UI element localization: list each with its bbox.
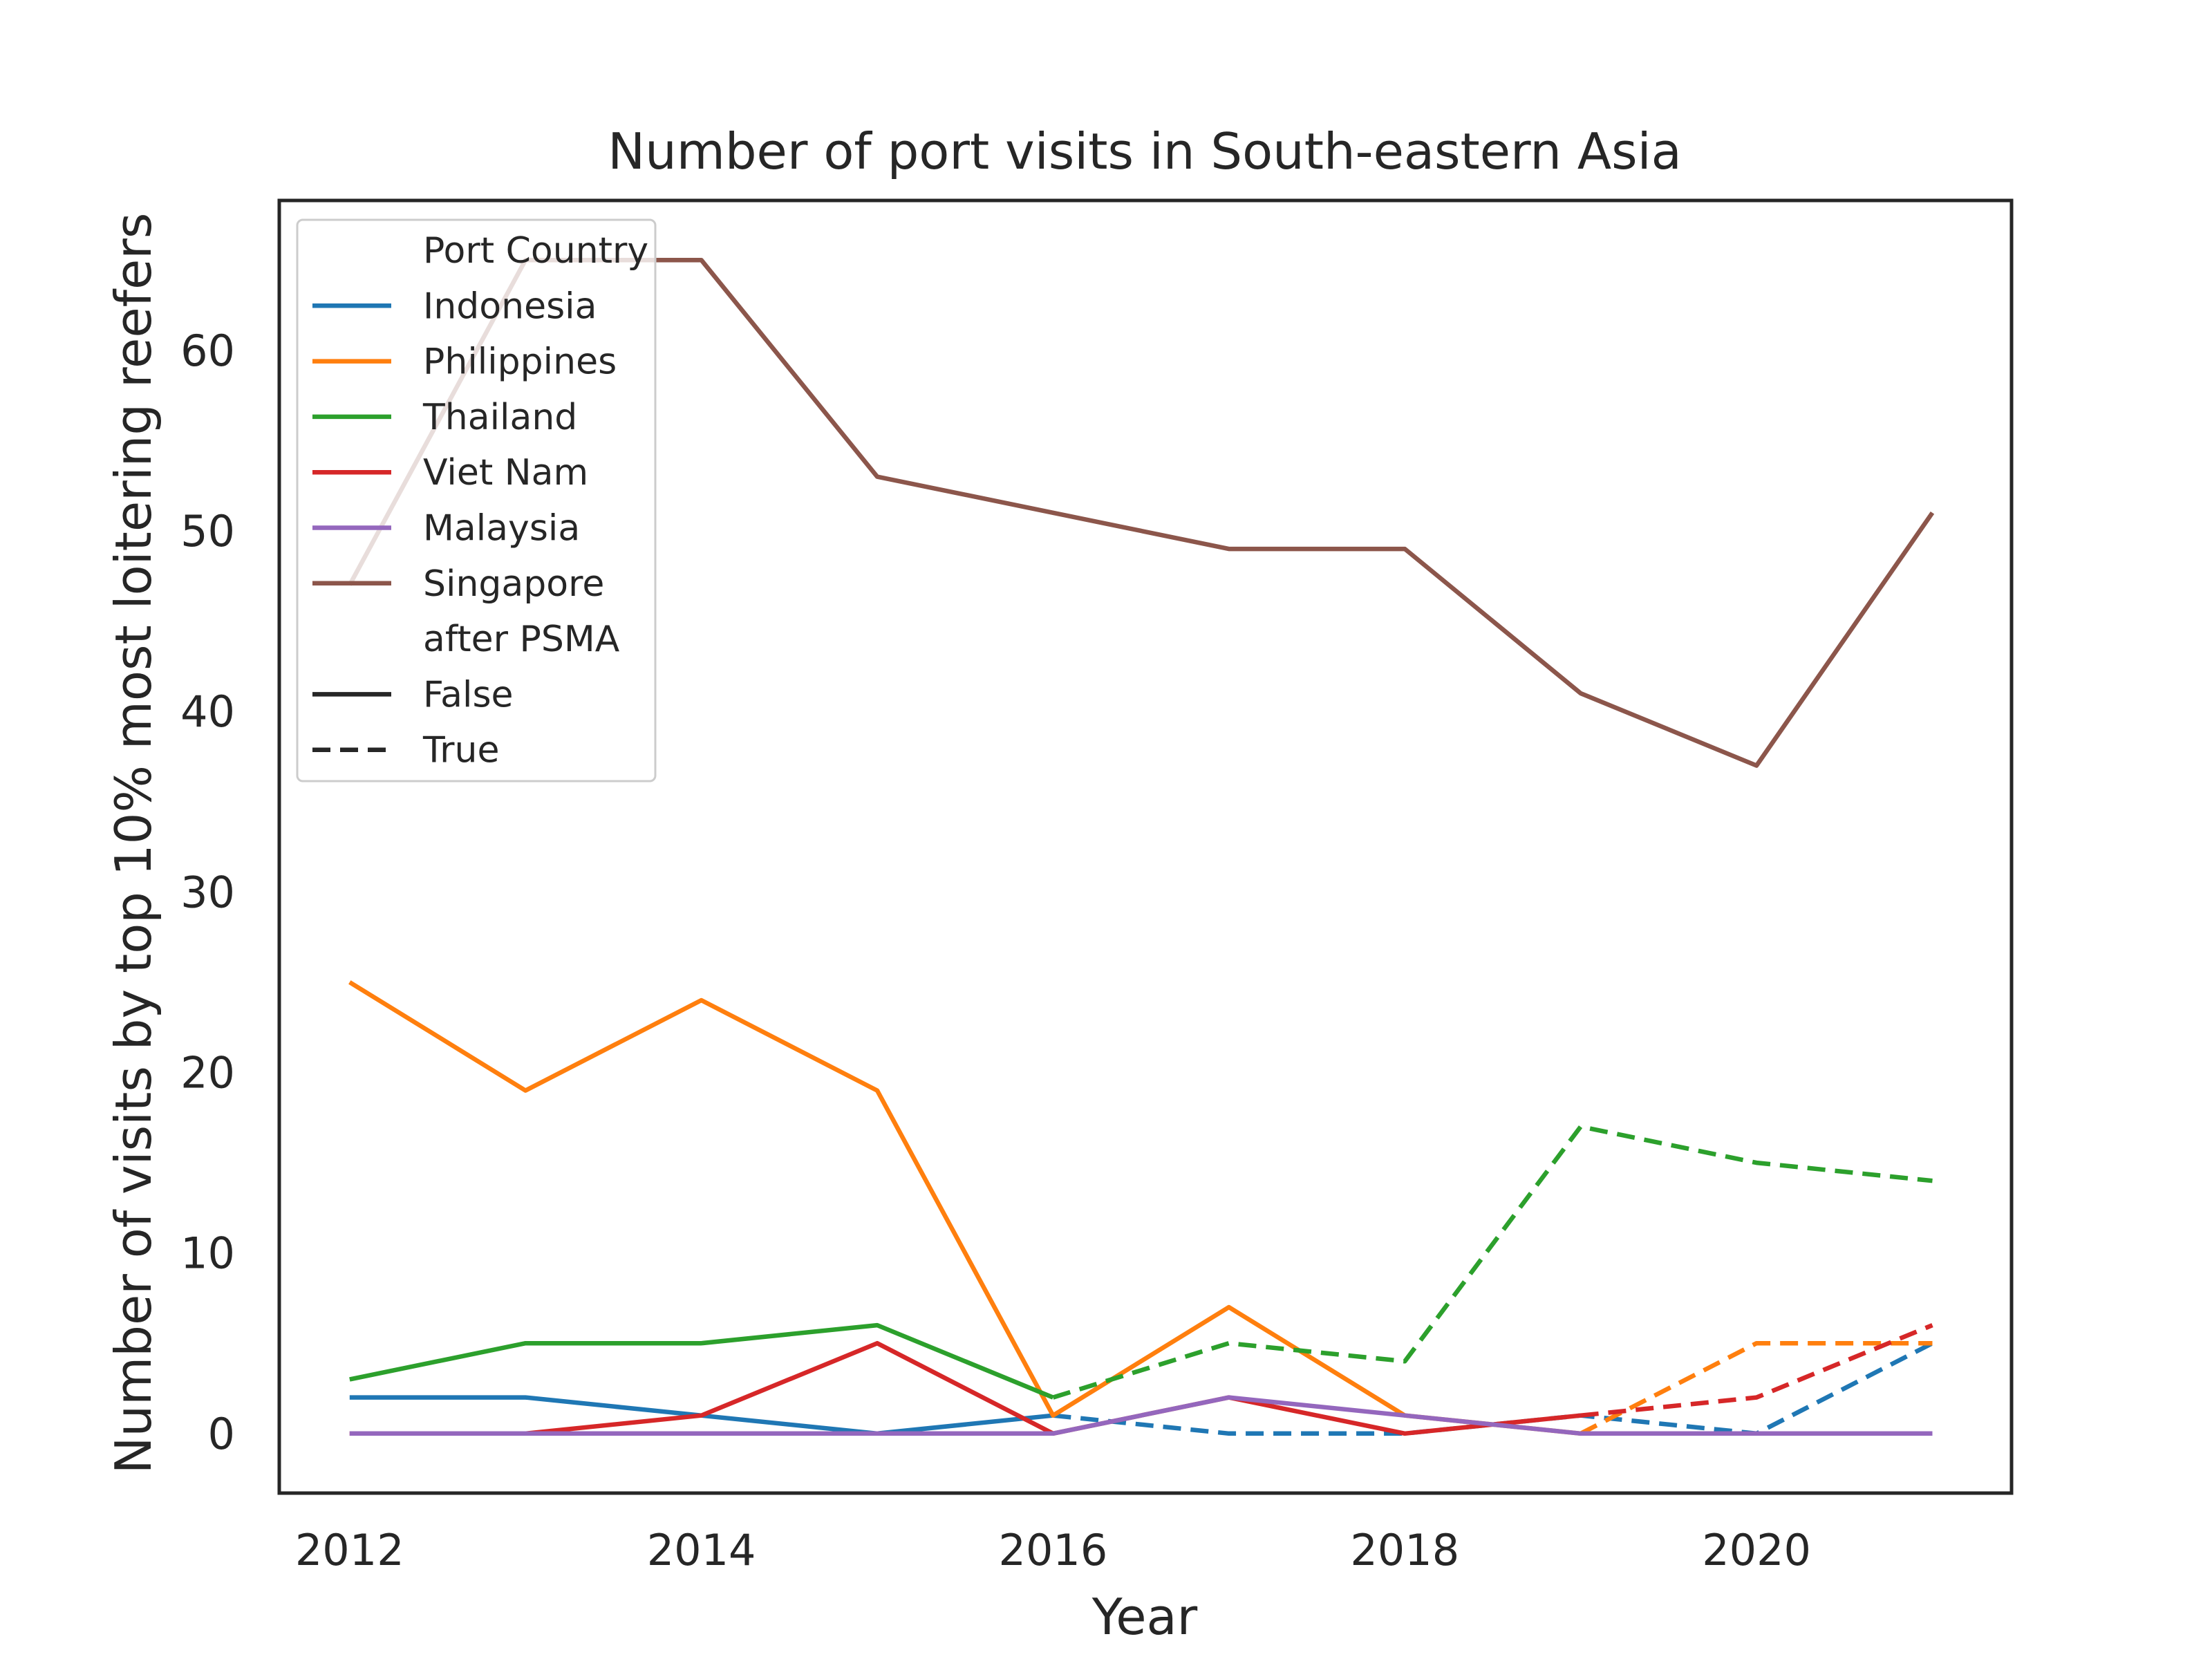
- series-line-thailand-before-psma: [349, 1322, 1054, 1400]
- x-axis-label: Year: [1091, 1588, 1198, 1646]
- legend-title-after-psma-label: after PSMA: [423, 619, 620, 660]
- x-tick-label: 2012: [295, 1525, 404, 1575]
- x-tick-label: 2020: [1702, 1525, 1811, 1575]
- legend-entry-philippines-label: Philippines: [423, 341, 617, 383]
- x-tick-label: 2018: [1350, 1525, 1459, 1575]
- x-tick-label: 2014: [647, 1525, 756, 1575]
- chart-title: Number of port visits in South-eastern A…: [608, 122, 1682, 180]
- x-tick-label: 2016: [999, 1525, 1108, 1575]
- y-axis-label: Number of visits by top 10% most loiteri…: [104, 213, 162, 1474]
- plot-area: [277, 198, 2014, 1495]
- legend-entry-thailand-label: Thailand: [422, 397, 577, 438]
- series-line-malaysia-before-psma: [349, 1395, 1933, 1436]
- series-line-philippines-before-psma: [348, 980, 1582, 1436]
- y-tick-label: 10: [180, 1228, 235, 1279]
- y-tick-label: 20: [180, 1047, 235, 1098]
- series-line-viet-nam-before-psma: [349, 1340, 1582, 1436]
- y-tick-label: 50: [180, 506, 235, 556]
- series-line-philippines-after-psma: [1580, 1340, 1933, 1436]
- y-tick-label: 40: [180, 686, 235, 737]
- legend-entry-true-label: True: [422, 730, 499, 771]
- legend-entry-false-label: False: [423, 674, 514, 715]
- legend: Port Country Indonesia Philippines Thailand…: [296, 218, 657, 782]
- legend-title-port-country-label: Port Country: [423, 230, 648, 272]
- legend-entry-malaysia-label: Malaysia: [423, 508, 580, 550]
- y-axis: 0 10 20 30 40 50 60: [180, 326, 235, 1459]
- plot-frame: [277, 198, 2014, 1495]
- series-line-thailand-after-psma: [1052, 1124, 1933, 1400]
- y-tick-label: 0: [208, 1409, 235, 1459]
- legend-entry-singapore-label: Singapore: [423, 563, 604, 605]
- x-axis: 2012 2014 2016 2018 2020: [295, 1525, 1811, 1575]
- y-tick-label: 60: [180, 326, 235, 376]
- series-line-viet-nam-after-psma: [1580, 1323, 1933, 1418]
- legend-entry-indonesia-label: Indonesia: [423, 285, 597, 327]
- legend-entry-viet-nam-label: Viet Nam: [423, 452, 588, 494]
- y-tick-label: 30: [180, 867, 235, 917]
- series-line-indonesia-after-psma: [1053, 1341, 1933, 1436]
